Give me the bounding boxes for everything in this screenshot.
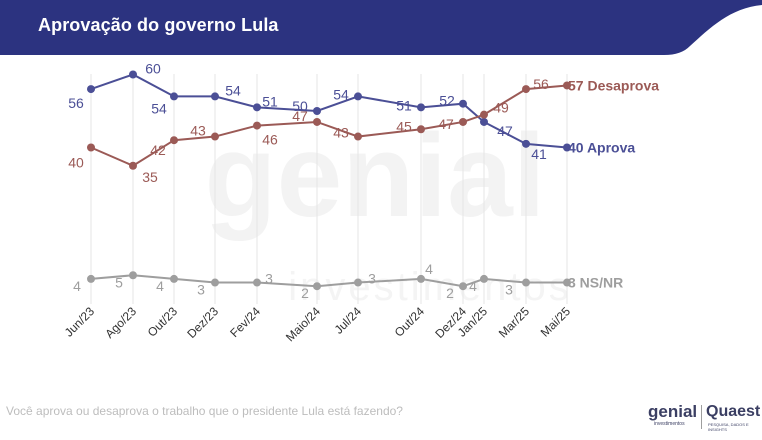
x-tick-label: Mai/25 xyxy=(538,304,574,340)
series-end-label-disapprove: 57 Desaprova xyxy=(568,77,659,93)
data-point-nsnr xyxy=(211,278,219,287)
data-label-disapprove: 56 xyxy=(533,76,549,92)
data-point-disapprove xyxy=(129,161,137,170)
data-label-approve: 47 xyxy=(497,123,513,139)
data-point-approve xyxy=(522,139,530,148)
genial-logo: genial xyxy=(648,402,698,421)
data-point-approve xyxy=(354,92,362,101)
data-point-disapprove xyxy=(313,117,321,126)
data-label-nsnr: 4 xyxy=(73,278,81,294)
data-label-nsnr: 2 xyxy=(301,285,309,301)
series-line-nsnr xyxy=(90,274,567,288)
watermark-subtext: investimentos xyxy=(288,265,572,309)
data-label-nsnr: 4 xyxy=(469,278,477,294)
data-label-approve: 52 xyxy=(439,93,455,109)
data-label-nsnr: 5 xyxy=(115,274,123,290)
data-point-nsnr xyxy=(480,274,488,283)
data-label-disapprove: 43 xyxy=(190,123,206,139)
data-point-disapprove xyxy=(417,125,425,134)
survey-question: Você aprova ou desaprova o trabalho que … xyxy=(6,404,403,418)
data-label-approve: 50 xyxy=(292,98,308,114)
quaest-logo: Quaest xyxy=(706,403,761,420)
data-point-disapprove xyxy=(354,132,362,141)
data-label-disapprove: 49 xyxy=(493,100,509,116)
data-label-approve: 54 xyxy=(151,100,167,116)
logos: genial investimentos Quaest PESQUISA, DA… xyxy=(648,402,761,432)
data-point-nsnr xyxy=(522,278,530,287)
data-label-disapprove: 46 xyxy=(262,132,278,148)
data-label-approve: 60 xyxy=(145,61,161,77)
data-label-nsnr: 4 xyxy=(156,278,164,294)
data-point-approve xyxy=(313,107,321,115)
data-point-approve xyxy=(87,85,95,94)
data-label-nsnr: 4 xyxy=(425,261,433,277)
data-point-approve xyxy=(170,92,178,101)
banner-shape xyxy=(0,0,762,55)
data-point-nsnr xyxy=(87,274,95,283)
data-label-approve: 54 xyxy=(225,82,241,98)
chart-title: Aprovação do governo Lula xyxy=(38,15,279,35)
data-point-disapprove xyxy=(459,117,467,126)
logo-divider xyxy=(701,405,702,429)
x-tick-label: Dez/23 xyxy=(184,304,221,341)
data-label-nsnr: 3 xyxy=(197,282,205,298)
data-point-approve xyxy=(480,117,488,126)
data-label-approve: 41 xyxy=(531,146,547,162)
data-point-disapprove xyxy=(563,81,571,90)
data-label-disapprove: 40 xyxy=(68,155,84,171)
watermark-text: genial xyxy=(205,110,546,242)
data-point-nsnr xyxy=(313,282,321,291)
data-label-disapprove: 42 xyxy=(150,142,166,158)
header-banner: Aprovação do governo Lula xyxy=(0,0,762,56)
data-point-approve xyxy=(563,143,571,152)
data-label-disapprove: 35 xyxy=(142,169,158,185)
data-point-nsnr xyxy=(417,274,425,283)
x-tick-label: Mar/25 xyxy=(496,304,533,341)
data-point-nsnr xyxy=(129,271,137,280)
data-point-disapprove xyxy=(480,110,488,119)
genial-logo-sub: investimentos xyxy=(654,421,685,427)
data-label-approve: 56 xyxy=(68,95,84,111)
data-point-approve xyxy=(253,103,261,112)
data-label-approve: 54 xyxy=(333,86,349,102)
x-tick-label: Ago/23 xyxy=(102,304,139,341)
data-label-disapprove: 47 xyxy=(438,116,454,132)
data-label-nsnr: 2 xyxy=(446,285,454,301)
data-point-nsnr xyxy=(563,278,571,287)
line-chart: genial investimentos Jun/23 Ago/23 Out/23 Dez… xyxy=(62,61,660,345)
series-end-label-approve: 40 Aprova xyxy=(568,140,635,156)
data-point-nsnr xyxy=(253,278,261,287)
data-label-disapprove: 43 xyxy=(333,125,349,141)
data-label-disapprove: 47 xyxy=(292,108,308,124)
series-line-approve xyxy=(90,73,568,149)
data-label-approve: 51 xyxy=(262,93,278,109)
series-line-disapprove xyxy=(90,84,568,167)
x-tick-label: Out/24 xyxy=(392,304,428,340)
data-point-approve xyxy=(417,103,425,112)
data-point-disapprove xyxy=(253,121,261,130)
quaest-logo-sub: PESQUISA, DADOS E INSIGHTS xyxy=(708,422,749,432)
data-point-disapprove xyxy=(211,132,219,141)
data-label-nsnr: 3 xyxy=(368,271,376,287)
data-point-approve xyxy=(459,99,467,108)
x-tick-label: Fev/24 xyxy=(227,304,263,340)
data-label-nsnr: 3 xyxy=(505,282,513,298)
data-point-nsnr xyxy=(354,278,362,287)
data-point-nsnr xyxy=(459,282,467,291)
data-point-disapprove xyxy=(170,136,178,145)
data-point-approve xyxy=(211,92,219,101)
data-point-disapprove xyxy=(87,143,95,152)
data-point-disapprove xyxy=(522,85,530,94)
x-tick-label: Maio/24 xyxy=(283,304,323,344)
data-label-disapprove: 45 xyxy=(396,118,412,134)
x-tick-label: Jun/23 xyxy=(62,304,98,340)
data-label-nsnr: 3 xyxy=(265,271,273,287)
data-point-approve xyxy=(129,70,137,79)
data-point-nsnr xyxy=(170,274,178,283)
series-end-label-nsnr: 3 NS/NR xyxy=(568,275,623,291)
x-tick-label: Out/23 xyxy=(145,304,181,340)
data-label-approve: 51 xyxy=(396,97,412,113)
